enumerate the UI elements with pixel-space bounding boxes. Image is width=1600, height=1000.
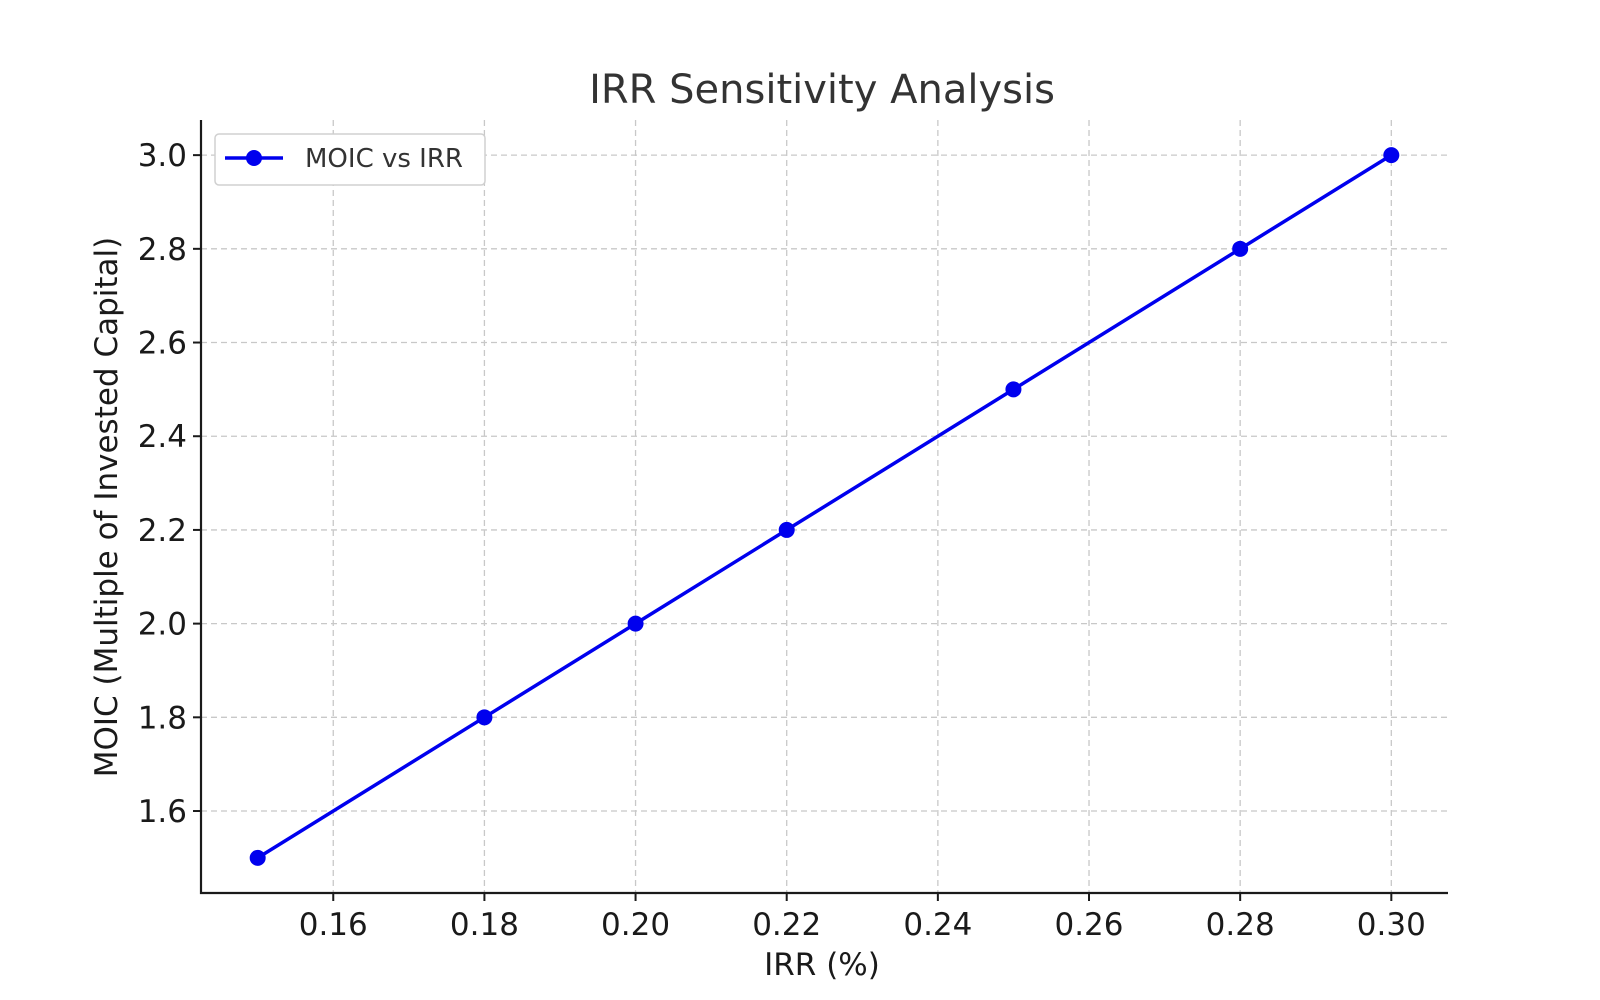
y-tick-label: 2.0 — [138, 607, 187, 643]
x-axis-label: IRR (%) — [764, 947, 880, 983]
x-tick-label: 0.28 — [1206, 907, 1275, 943]
legend-marker — [246, 150, 262, 166]
data-point — [1383, 147, 1400, 164]
legend: MOIC vs IRR — [214, 133, 486, 186]
data-point — [476, 709, 493, 726]
series-line — [256, 153, 1393, 860]
x-tick-label: 0.20 — [601, 907, 670, 943]
data-point — [1005, 381, 1022, 398]
axis-ticks: 0.16 0.18 0.20 0.22 0.24 0.26 0.28 0.30 1.6 1.8 2.… — [138, 138, 1426, 943]
legend-box — [214, 133, 486, 186]
y-tick-label: 1.6 — [138, 794, 187, 830]
x-tick-label: 0.24 — [903, 907, 972, 943]
data-point — [627, 615, 644, 632]
legend-label: MOIC vs IRR — [305, 144, 463, 174]
axes-spine — [199, 120, 1448, 895]
chart-title: IRR Sensitivity Analysis — [589, 67, 1055, 113]
series — [249, 147, 1400, 866]
y-tick-label: 2.2 — [138, 513, 187, 549]
y-tick-label: 2.8 — [138, 232, 187, 268]
data-point — [249, 849, 266, 866]
y-tick-label: 1.8 — [138, 700, 187, 736]
grid — [201, 120, 1448, 893]
x-tick-label: 0.26 — [1054, 907, 1123, 943]
y-axis-label: MOIC (Multiple of Invested Capital) — [89, 237, 125, 778]
data-point — [1232, 240, 1249, 257]
y-tick-label: 2.6 — [138, 326, 187, 362]
data-point — [778, 521, 795, 538]
y-tick-label: 3.0 — [138, 138, 187, 174]
x-tick-label: 0.22 — [752, 907, 821, 943]
x-tick-label: 0.18 — [450, 907, 519, 943]
x-tick-label: 0.16 — [299, 907, 368, 943]
y-tick-label: 2.4 — [138, 419, 187, 455]
x-tick-label: 0.30 — [1357, 907, 1426, 943]
